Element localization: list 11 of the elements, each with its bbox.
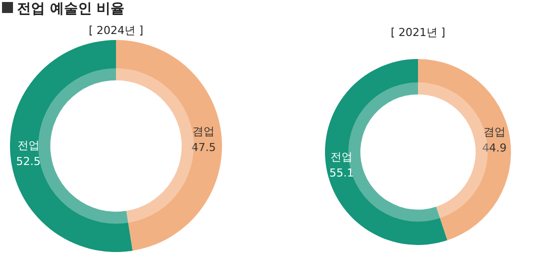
data-label: 52.5	[16, 154, 41, 168]
slice-label: 겸업	[483, 126, 506, 139]
slice-label: 전업	[330, 150, 353, 164]
chart-title: 전업 예술인 비율	[17, 1, 125, 17]
data-label: 55.1	[329, 166, 354, 180]
slice-label: 전업	[17, 138, 40, 152]
chart-subtitle: [ 2024년 ]	[88, 24, 144, 37]
data-label: 44.9	[482, 142, 507, 155]
chart-subtitle: [ 2021년 ]	[390, 26, 446, 39]
data-label: 47.5	[191, 141, 216, 154]
slice-label: 겸업	[192, 125, 215, 138]
